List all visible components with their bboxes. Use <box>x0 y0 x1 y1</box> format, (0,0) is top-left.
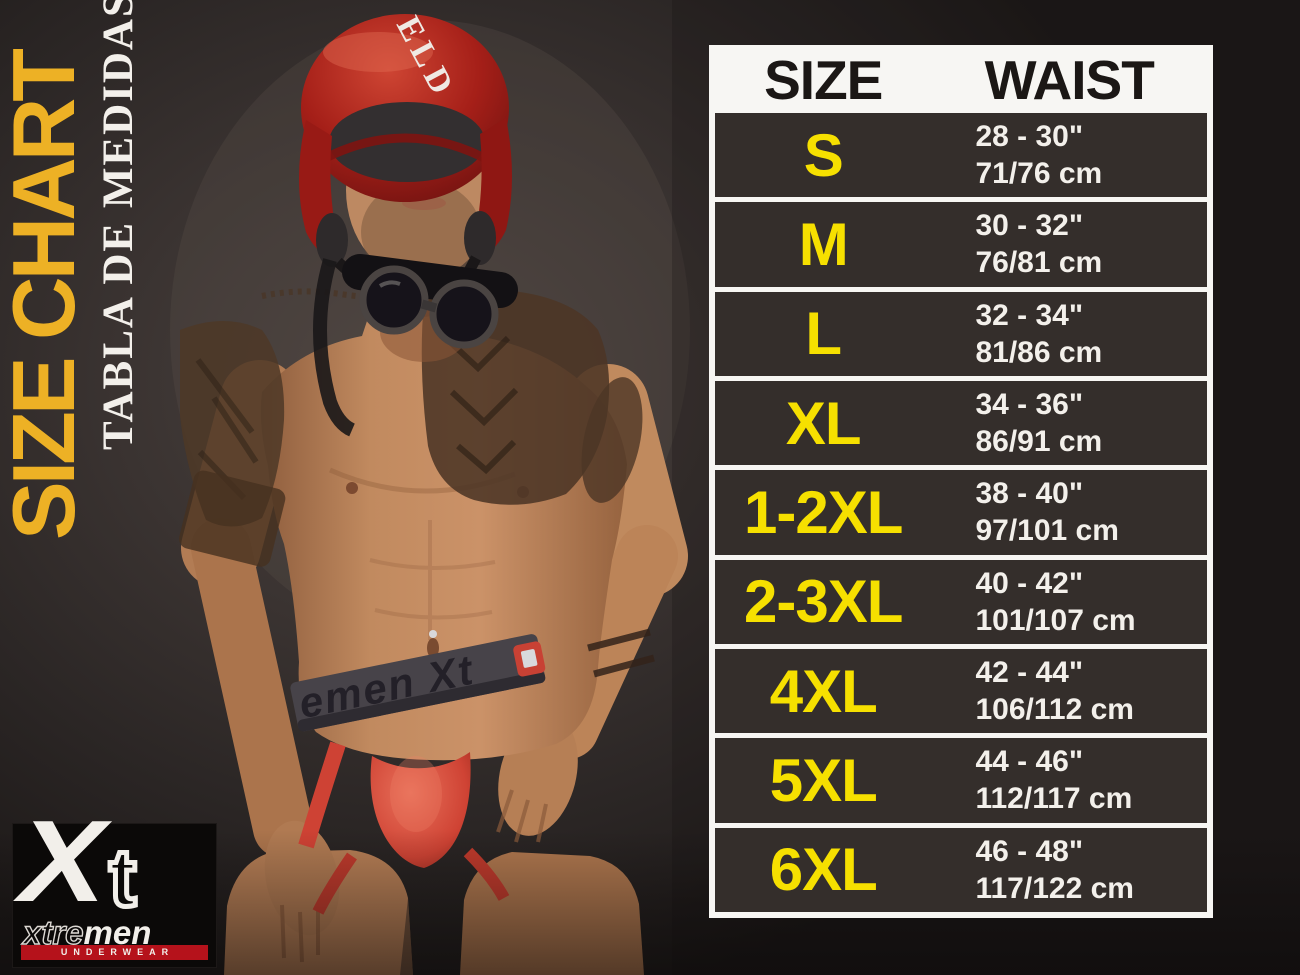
waist-inches: 38 - 40" <box>975 477 1084 511</box>
waist-cm: 106/112 cm <box>975 693 1134 727</box>
waist-value: 46 - 48" 117/122 cm <box>931 833 1207 907</box>
waist-value: 28 - 30" 71/76 cm <box>931 118 1207 192</box>
waist-cm: 117/122 cm <box>975 871 1134 905</box>
waist-value: 44 - 46" 112/117 cm <box>931 743 1207 817</box>
waist-inches: 34 - 36" <box>975 388 1084 422</box>
table-row: XL 34 - 36" 86/91 cm <box>715 380 1207 466</box>
waist-cm: 97/101 cm <box>975 514 1119 548</box>
size-label: 4XL <box>769 657 878 725</box>
size-table-header: SIZE WAIST <box>715 49 1207 111</box>
size-table: SIZE WAIST S 28 - 30" 71/76 cm M 30 - 32"… <box>709 45 1213 918</box>
table-row: 5XL 44 - 46" 112/117 cm <box>715 738 1207 823</box>
waist-inches: 44 - 46" <box>975 745 1084 779</box>
goggles <box>342 254 518 349</box>
waist-cm: 101/107 cm <box>975 603 1136 637</box>
xtremen-logo: X t xtremen UNDERWEAR <box>13 796 216 967</box>
page-title: SIZE CHART <box>0 52 93 540</box>
waist-inches: 46 - 48" <box>975 834 1084 868</box>
size-label: 5XL <box>769 746 878 814</box>
table-row: 4XL 42 - 44" 106/112 cm <box>715 648 1207 734</box>
logo-x-monogram: X <box>19 796 106 926</box>
table-row: 1-2XL 38 - 40" 97/101 cm <box>715 470 1207 555</box>
waist-value: 40 - 42" 101/107 cm <box>931 565 1207 639</box>
size-label: M <box>798 210 849 278</box>
waist-cm: 71/76 cm <box>975 157 1103 191</box>
waist-cm: 81/86 cm <box>975 335 1103 369</box>
column-header-waist: WAIST <box>984 48 1155 111</box>
logo-wordmark: xtremen <box>22 913 152 952</box>
logo-wordmark-solid: men <box>83 914 152 951</box>
waist-cm: 86/91 cm <box>975 425 1103 459</box>
table-row: M 30 - 32" 76/81 cm <box>715 202 1207 287</box>
size-label: 6XL <box>769 836 878 904</box>
waist-inches: 30 - 32" <box>975 209 1084 243</box>
size-label: 2-3XL <box>744 568 903 636</box>
column-header-size: SIZE <box>764 48 883 111</box>
waist-value: 34 - 36" 86/91 cm <box>931 386 1207 460</box>
table-row: S 28 - 30" 71/76 cm <box>715 113 1207 198</box>
waist-cm: 112/117 cm <box>975 782 1133 816</box>
waist-inches: 40 - 42" <box>975 566 1084 600</box>
waist-value: 42 - 44" 106/112 cm <box>931 654 1207 728</box>
waist-inches: 42 - 44" <box>975 656 1084 690</box>
page-subtitle: TABLA DE MEDIDAS <box>95 0 142 450</box>
table-row: L 32 - 34" 81/86 cm <box>715 291 1207 376</box>
waist-inches: 28 - 30" <box>975 120 1084 154</box>
size-label: 1-2XL <box>744 478 903 546</box>
logo-underwear-banner: UNDERWEAR <box>21 945 208 960</box>
waist-value: 30 - 32" 76/81 cm <box>931 207 1207 281</box>
waist-value: 38 - 40" 97/101 cm <box>931 475 1207 549</box>
table-row: 6XL 46 - 48" 117/122 cm <box>715 827 1207 912</box>
waist-cm: 76/81 cm <box>975 246 1103 280</box>
waist-value: 32 - 34" 81/86 cm <box>931 297 1207 371</box>
size-label: S <box>803 121 844 189</box>
waist-inches: 32 - 34" <box>975 298 1084 332</box>
size-label: XL <box>785 389 862 457</box>
size-label: L <box>805 300 842 368</box>
logo-t-monogram: t <box>106 831 138 927</box>
table-row: 2-3XL 40 - 42" 101/107 cm <box>715 559 1207 644</box>
